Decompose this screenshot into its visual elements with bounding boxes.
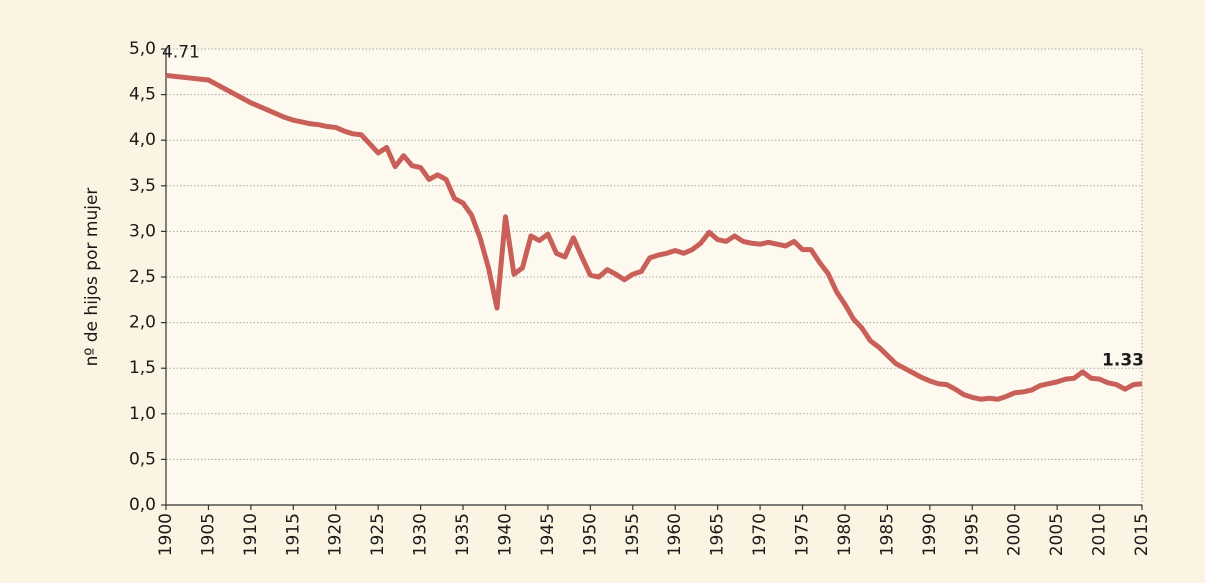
x-tick-label: 1980 [835, 513, 855, 556]
x-tick-label: 2015 [1132, 513, 1152, 556]
x-tick-label: 1985 [877, 513, 897, 556]
y-tick-label: 1,5 [129, 358, 156, 378]
y-tick-label: 0,0 [129, 495, 156, 515]
x-tick-label: 1935 [453, 513, 473, 556]
x-tick-label: 1990 [920, 513, 940, 556]
x-tick-label: 1925 [368, 513, 388, 556]
x-tick-label: 1965 [708, 513, 728, 556]
x-tick-label: 1905 [198, 513, 218, 556]
y-axis-label: nº de hijos por mujer [82, 188, 102, 367]
x-tick-label: 1970 [750, 513, 770, 556]
x-tick-label: 2000 [1005, 513, 1025, 556]
y-tick-label: 0,5 [129, 449, 156, 469]
y-tick-label: 1,0 [129, 404, 156, 424]
x-tick-label: 1920 [326, 513, 346, 556]
x-tick-label: 2010 [1090, 513, 1110, 556]
x-tick-label: 1975 [793, 513, 813, 556]
y-tick-label: 2,5 [129, 267, 156, 287]
data-line [165, 72, 1143, 402]
y-tick-label: 2,0 [129, 313, 156, 333]
y-tick-label: 3,5 [129, 176, 156, 196]
x-tick-label: 1940 [495, 513, 515, 556]
x-tick-label: 1960 [665, 513, 685, 556]
x-tick-label: 1955 [623, 513, 643, 556]
y-tick-label: 3,0 [129, 221, 156, 241]
y-tick-label: 4,0 [129, 130, 156, 150]
x-tick-label: 1910 [241, 513, 261, 556]
annotation: 1.33 [1102, 351, 1144, 371]
x-tick-label: 1900 [156, 513, 176, 556]
x-tick-label: 1930 [411, 513, 431, 556]
annotation: 4.71 [162, 42, 200, 62]
x-tick-label: 1945 [538, 513, 558, 556]
x-tick-label: 1950 [580, 513, 600, 556]
y-tick-label: 4,5 [129, 85, 156, 105]
x-tick-label: 1915 [283, 513, 303, 556]
x-tick-label: 1995 [962, 513, 982, 556]
y-tick-label: 5,0 [129, 39, 156, 59]
x-tick-label: 2005 [1047, 513, 1067, 556]
